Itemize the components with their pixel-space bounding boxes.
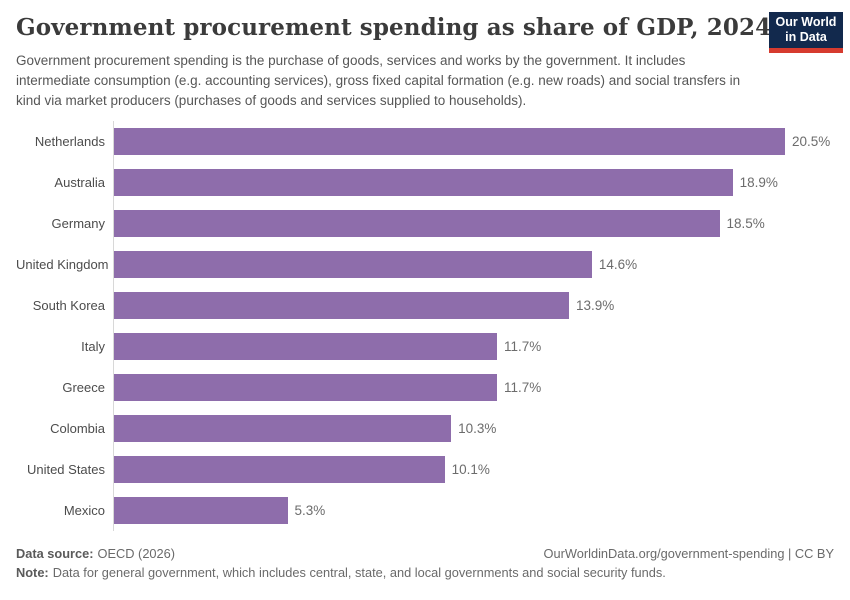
bar-row: Greece 11.7% <box>16 367 834 408</box>
chart-header: Government procurement spending as share… <box>16 12 843 111</box>
bar[interactable] <box>114 251 592 278</box>
owid-logo: Our World in Data <box>769 12 843 53</box>
note-label: Note: <box>16 565 49 580</box>
owid-logo-line1: Our World <box>775 15 837 30</box>
category-label: Italy <box>81 339 105 354</box>
owid-logo-line2: in Data <box>785 30 827 44</box>
bar[interactable] <box>114 456 445 483</box>
bar-row: Colombia 10.3% <box>16 408 834 449</box>
value-label: 18.9% <box>739 175 778 190</box>
bar[interactable] <box>114 333 497 360</box>
bar[interactable] <box>114 210 720 237</box>
footer-source-line: Data source: OECD (2026) OurWorldinData.o… <box>16 546 834 561</box>
bar[interactable] <box>114 497 288 524</box>
bar-track: 14.6% <box>113 244 834 285</box>
category-label: Australia <box>54 175 105 190</box>
bar[interactable] <box>114 415 452 442</box>
chart-title: Government procurement spending as share… <box>16 14 772 41</box>
bar-track: 18.5% <box>113 203 834 244</box>
citation: OurWorldinData.org/government-spending |… <box>543 546 834 561</box>
footer-note-line: Note: Data for general government, which … <box>16 565 834 580</box>
bar-track: 18.9% <box>113 162 834 203</box>
bar-track: 11.7% <box>113 326 834 367</box>
value-label: 10.3% <box>458 421 497 436</box>
bar-track: 13.9% <box>113 285 834 326</box>
bar-row: Australia 18.9% <box>16 162 834 203</box>
bar[interactable] <box>114 128 785 155</box>
value-label: 20.5% <box>792 134 831 149</box>
bar[interactable] <box>114 169 733 196</box>
value-label: 18.5% <box>726 216 765 231</box>
value-label: 11.7% <box>504 339 542 354</box>
category-label: Netherlands <box>34 134 105 149</box>
note-value: Data for general government, which inclu… <box>52 565 666 580</box>
value-label: 5.3% <box>294 503 326 518</box>
bar[interactable] <box>114 374 497 401</box>
value-label: 13.9% <box>576 298 615 313</box>
bar-row: United States 10.1% <box>16 449 834 490</box>
chart-subtitle: Government procurement spending is the p… <box>16 52 741 109</box>
bar-row: South Korea 13.9% <box>16 285 834 326</box>
category-label: Greece <box>62 380 105 395</box>
bar-track: 20.5% <box>113 121 834 162</box>
category-label: South Korea <box>32 298 105 313</box>
data-source: Data source: OECD (2026) <box>16 546 175 561</box>
bar[interactable] <box>114 292 569 319</box>
bar-row: United Kingdom 14.6% <box>16 244 834 285</box>
bar-track: 5.3% <box>113 490 834 531</box>
bar-track: 10.3% <box>113 408 834 449</box>
category-label: United Kingdom <box>16 257 109 272</box>
category-label: United States <box>26 462 105 477</box>
value-label: 14.6% <box>598 257 638 272</box>
bar-row: Mexico 5.3% <box>16 490 834 531</box>
bar-row: Italy 11.7% <box>16 326 834 367</box>
bar-track: 10.1% <box>113 449 834 490</box>
category-label: Mexico <box>63 503 105 518</box>
value-label: 11.7% <box>504 380 542 395</box>
bar-track: 11.7% <box>113 367 834 408</box>
category-label: Colombia <box>50 421 105 436</box>
chart-footer: Data source: OECD (2026) OurWorldinData.o… <box>16 546 834 580</box>
category-label: Germany <box>51 216 105 231</box>
bar-row: Germany 18.5% <box>16 203 834 244</box>
data-source-label: Data source: <box>16 546 94 561</box>
data-source-value: OECD (2026) <box>97 546 176 561</box>
value-label: 10.1% <box>451 462 490 477</box>
bar-chart: Netherlands 20.5% Australia 18.9% Germany 18.… <box>16 121 834 531</box>
bar-row: Netherlands 20.5% <box>16 121 834 162</box>
